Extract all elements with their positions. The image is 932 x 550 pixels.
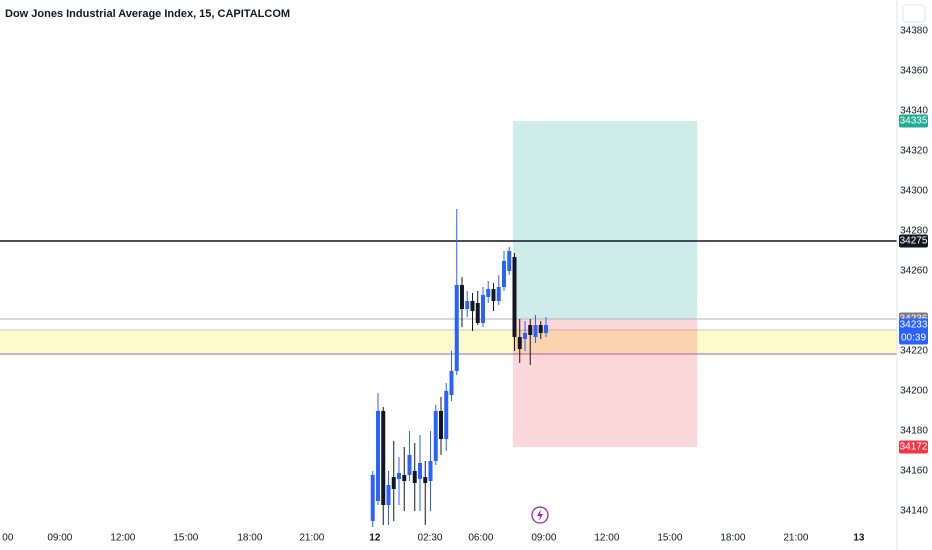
candle-body (543, 325, 548, 333)
zone (0, 330, 897, 354)
x-tick-label: 12 (369, 533, 381, 544)
price-label-bg (899, 440, 928, 454)
candle-body (407, 455, 412, 475)
candle-body (517, 337, 522, 349)
candle-body (370, 475, 375, 521)
candle-body (465, 301, 470, 309)
candle-body (417, 463, 422, 479)
x-tick-label: 02:30 (417, 533, 442, 544)
y-tick-label: 34180 (900, 426, 928, 437)
price-label-bg (899, 114, 928, 128)
candle-body (501, 261, 506, 287)
candle-body (444, 391, 449, 439)
x-tick-label: 12:00 (594, 533, 619, 544)
candle-body (396, 473, 401, 479)
candle-body (512, 257, 517, 337)
x-tick-label: 21:00 (299, 533, 324, 544)
settings-button[interactable] (902, 4, 926, 23)
candle-body (428, 461, 433, 481)
y-tick-label: 34260 (900, 266, 928, 277)
candle-body (507, 251, 512, 271)
price-label: 34275 (900, 236, 928, 247)
x-tick-label: 18:00 (720, 533, 745, 544)
candle-body (438, 411, 443, 439)
loss-zone (512, 319, 698, 447)
x-tick-label: 12:00 (110, 533, 135, 544)
candle-body (412, 471, 417, 483)
candle-body (528, 325, 533, 335)
chart-title: Dow Jones Industrial Average Index, 15, … (5, 8, 290, 20)
y-tick-label: 34200 (900, 386, 928, 397)
y-tick-label: 34360 (900, 66, 928, 77)
y-tick-label: 34220 (900, 346, 928, 357)
x-tick-label: 13 (853, 533, 865, 544)
candle-body (470, 301, 475, 311)
price-label: 34172 (900, 442, 928, 453)
countdown: 00:39 (901, 333, 926, 344)
x-tick-label: 09:00 (47, 533, 72, 544)
candle-body (433, 411, 438, 461)
x-tick-label: 06:00 (468, 533, 493, 544)
y-tick-label: 34380 (900, 26, 928, 37)
candle-body (391, 477, 396, 489)
profit-zone (512, 121, 698, 319)
candle-body (475, 303, 480, 323)
x-tick-label: 00 (2, 533, 14, 544)
y-tick-label: 34160 (900, 466, 928, 477)
candle-body (496, 287, 501, 301)
candle-body (480, 295, 485, 323)
y-tick-label: 34300 (900, 186, 928, 197)
y-tick-label: 34280 (900, 226, 928, 237)
candle-body (402, 475, 407, 481)
x-tick-label: 21:00 (783, 533, 808, 544)
y-tick-label: 34340 (900, 106, 928, 117)
lightning-icon[interactable] (531, 506, 549, 524)
price-label-bg (899, 318, 928, 345)
candle-body (486, 289, 491, 297)
candle-body (381, 411, 386, 505)
y-tick-label: 34320 (900, 146, 928, 157)
x-tick-label: 15:00 (173, 533, 198, 544)
x-tick-label: 09:00 (531, 533, 556, 544)
price-label-bg (899, 234, 928, 248)
candle-body (459, 285, 464, 309)
price-label: 34335 (900, 116, 928, 127)
candle-body (375, 411, 380, 501)
candle-body (491, 289, 496, 301)
plot (0, 121, 897, 527)
candle-body (454, 285, 459, 371)
candle-body (533, 325, 538, 337)
x-tick-label: 15:00 (657, 533, 682, 544)
candle-body (423, 477, 428, 483)
price-label: 34233 (900, 320, 928, 331)
candle-body (538, 325, 543, 333)
x-tick-label: 18:00 (237, 533, 262, 544)
candle-body (386, 485, 391, 505)
y-tick-label: 34140 (900, 506, 928, 517)
candle-body (522, 333, 527, 339)
candle-body (449, 371, 454, 395)
